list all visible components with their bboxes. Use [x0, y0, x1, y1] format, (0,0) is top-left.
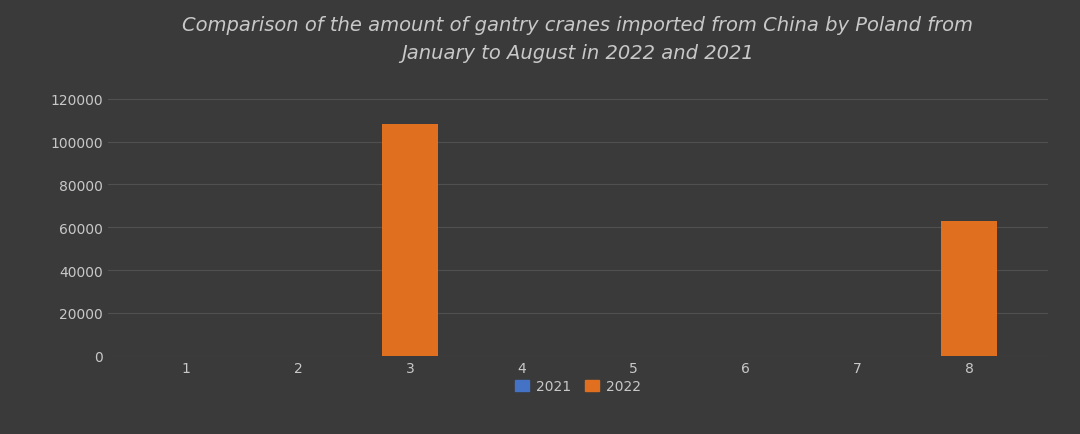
- Legend: 2021, 2022: 2021, 2022: [510, 374, 646, 399]
- Bar: [382, 125, 438, 356]
- Title: Comparison of the amount of gantry cranes imported from China by Poland from
Jan: Comparison of the amount of gantry crane…: [183, 16, 973, 62]
- Bar: [942, 221, 997, 356]
